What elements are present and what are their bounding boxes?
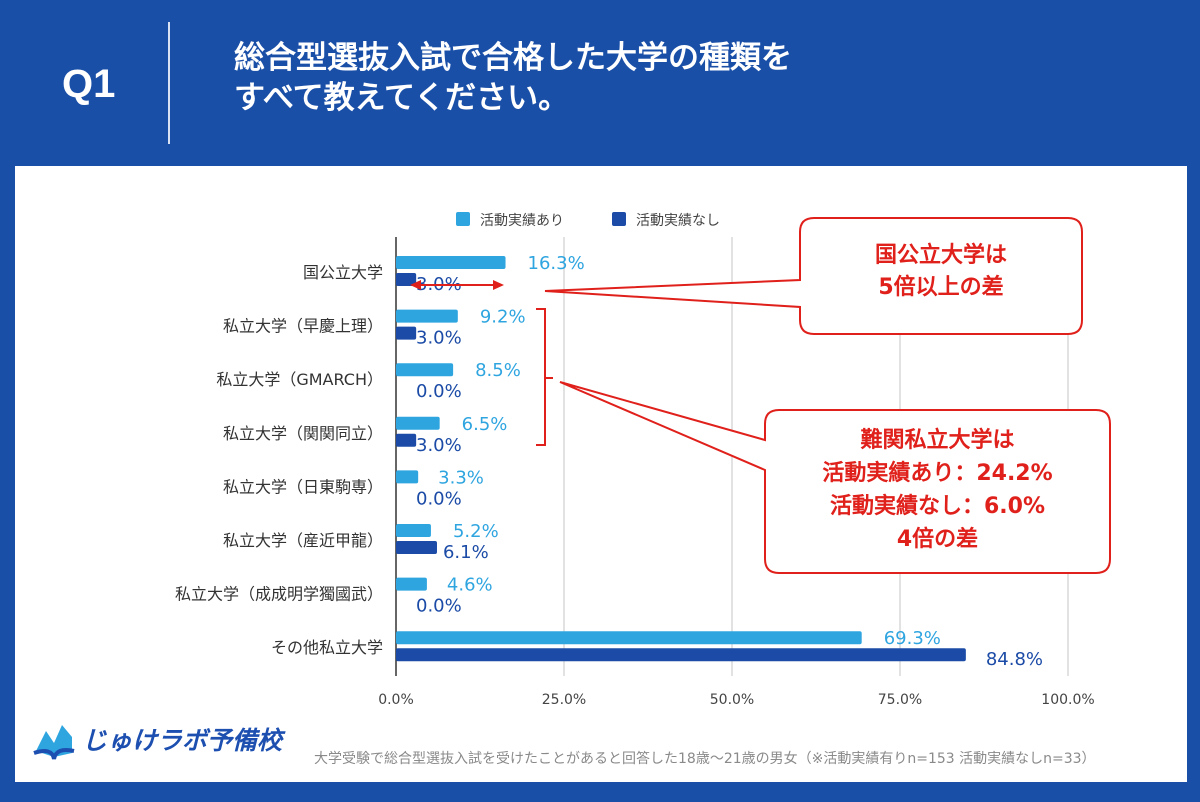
data-label: 3.0% [416, 435, 462, 456]
book-logo-icon [33, 725, 75, 760]
data-label: 3.3% [438, 467, 484, 488]
callout-line: 4倍の差 [896, 527, 979, 552]
data-label: 4.6% [447, 575, 493, 596]
bar [396, 470, 419, 484]
callout-national: 国公立大学は 5倍以上の差 [800, 240, 1082, 304]
legend-swatch [612, 212, 626, 226]
question-number: Q1 [62, 62, 116, 106]
title-line-1: 総合型選抜入試で合格した大学の種類を [234, 40, 792, 76]
arrow-head-right [493, 280, 504, 290]
callout-line: 活動実績あり：24.2% [822, 461, 1053, 486]
data-label: 6.5% [462, 414, 508, 435]
logo-text: じゅけラボ予備校 [82, 726, 283, 755]
data-label: 9.2% [480, 307, 526, 328]
data-label: 84.8% [986, 649, 1043, 670]
x-tick-label: 75.0% [878, 692, 922, 708]
title-line-2: すべて教えてください。 [234, 80, 570, 116]
x-tick-label: 0.0% [378, 692, 414, 708]
bar [396, 577, 427, 591]
page-title: 総合型選抜入試で合格した大学の種類を すべて教えてください。 [234, 38, 792, 118]
legend-label: 活動実績なし [636, 213, 720, 229]
header-divider [168, 22, 170, 144]
data-label: 8.5% [475, 360, 521, 381]
data-label: 5.2% [453, 521, 499, 542]
bar [396, 631, 862, 645]
data-label: 6.1% [443, 542, 489, 563]
data-label: 16.3% [528, 253, 585, 274]
category-label: 私立大学（成成明学獨國武） [175, 585, 383, 604]
bar [396, 309, 458, 323]
callout-line: 難関私立大学は [860, 428, 1015, 453]
data-label: 3.0% [416, 328, 462, 349]
bar [396, 363, 454, 377]
category-label: 私立大学（産近甲龍） [223, 531, 383, 550]
callout-line: 活動実績なし：6.0% [829, 494, 1046, 519]
category-label: 私立大学（日東駒専） [223, 477, 383, 496]
x-tick-label: 25.0% [542, 692, 586, 708]
logo: じゅけラボ予備校 [32, 717, 282, 761]
x-tick-label: 100.0% [1041, 692, 1094, 708]
category-label: 私立大学（早慶上理） [223, 317, 383, 336]
category-label: 私立大学（GMARCH） [216, 370, 383, 389]
data-label: 0.0% [416, 381, 462, 402]
bar [396, 524, 431, 537]
data-label: 69.3% [884, 628, 941, 649]
category-label: 国公立大学 [303, 263, 383, 282]
bar [396, 541, 437, 554]
bar [396, 256, 506, 269]
bar [396, 433, 417, 447]
category-label: 私立大学（関関同立） [223, 424, 383, 443]
callout-line: 5倍以上の差 [878, 275, 1004, 300]
legend-swatch [456, 212, 470, 226]
bar [396, 648, 966, 662]
callout-box-private [559, 381, 1111, 574]
category-label: その他私立大学 [271, 638, 383, 657]
bar [396, 416, 440, 430]
arrow-head-left [410, 280, 421, 290]
callout-line: 国公立大学は [874, 243, 1007, 268]
data-label: 0.0% [416, 596, 462, 617]
x-tick-label: 50.0% [710, 692, 754, 708]
bar [396, 273, 417, 286]
bar [396, 326, 417, 340]
bracket [536, 308, 553, 446]
data-label: 0.0% [416, 488, 462, 509]
callout-private: 難関私立大学は 活動実績あり：24.2% 活動実績なし：6.0% 4倍の差 [765, 424, 1110, 556]
callout-box-national [544, 217, 1083, 335]
source-note: 大学受験で総合型選抜入試を受けたことがあると回答した18歳～21歳の男女（※活動… [314, 751, 1096, 767]
legend-label: 活動実績あり [480, 213, 564, 229]
